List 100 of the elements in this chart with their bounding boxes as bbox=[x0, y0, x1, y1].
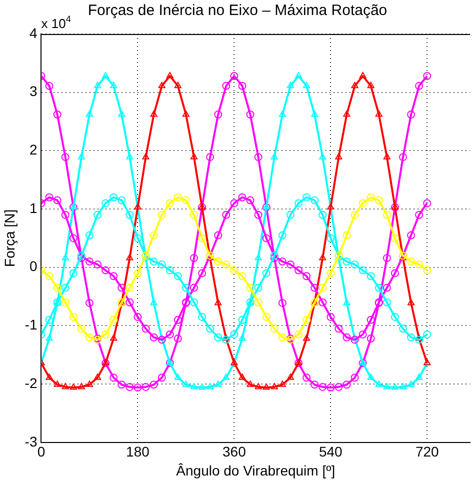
point bbox=[310, 196, 319, 204]
point bbox=[302, 374, 311, 382]
point bbox=[383, 382, 390, 390]
point bbox=[302, 272, 311, 280]
point bbox=[69, 234, 78, 242]
point bbox=[382, 284, 391, 292]
point bbox=[238, 272, 246, 280]
point bbox=[262, 312, 270, 321]
point bbox=[318, 284, 327, 292]
point bbox=[367, 82, 374, 88]
point bbox=[382, 298, 391, 306]
point bbox=[278, 298, 286, 307]
point bbox=[238, 334, 246, 341]
point bbox=[303, 82, 310, 88]
y-tick-label: 3 bbox=[29, 83, 38, 100]
point bbox=[110, 272, 118, 280]
point bbox=[399, 382, 407, 390]
point bbox=[222, 336, 230, 344]
point bbox=[375, 380, 382, 387]
point bbox=[70, 384, 77, 390]
point bbox=[254, 210, 262, 219]
point bbox=[230, 266, 238, 274]
point bbox=[286, 210, 294, 219]
point bbox=[407, 110, 416, 119]
y-tick-label: 2 bbox=[29, 142, 38, 158]
point bbox=[166, 330, 174, 338]
point bbox=[118, 110, 126, 117]
point bbox=[278, 333, 286, 342]
point bbox=[358, 330, 367, 338]
point bbox=[238, 193, 246, 202]
point bbox=[110, 334, 118, 341]
point bbox=[254, 382, 262, 390]
point bbox=[407, 258, 416, 266]
point bbox=[391, 384, 398, 390]
point bbox=[214, 333, 222, 342]
point bbox=[190, 254, 198, 262]
point bbox=[45, 193, 54, 202]
point bbox=[222, 210, 230, 219]
point bbox=[270, 382, 278, 390]
point bbox=[246, 284, 254, 292]
point bbox=[416, 374, 423, 380]
point bbox=[407, 333, 416, 342]
point bbox=[134, 384, 142, 392]
point bbox=[222, 374, 230, 380]
point bbox=[69, 269, 78, 278]
point bbox=[158, 260, 166, 268]
point bbox=[423, 72, 432, 80]
point bbox=[150, 333, 158, 342]
point bbox=[390, 312, 399, 321]
y-tick-label: 1 bbox=[29, 200, 38, 216]
point bbox=[126, 298, 134, 306]
point bbox=[214, 380, 222, 387]
point bbox=[343, 110, 350, 117]
point bbox=[174, 316, 182, 324]
point bbox=[126, 254, 134, 260]
point bbox=[77, 324, 86, 333]
point bbox=[85, 333, 94, 342]
point bbox=[198, 312, 206, 321]
point bbox=[158, 336, 166, 344]
point bbox=[53, 284, 62, 292]
point bbox=[294, 199, 302, 208]
point bbox=[351, 82, 358, 88]
point bbox=[326, 384, 335, 392]
y-tick-label: -1 bbox=[24, 316, 38, 333]
x-tick-label: 360 bbox=[222, 444, 246, 460]
point bbox=[94, 374, 102, 380]
point bbox=[270, 254, 278, 262]
point bbox=[190, 284, 198, 292]
point bbox=[158, 374, 166, 382]
point bbox=[375, 110, 382, 117]
point bbox=[382, 210, 391, 219]
point bbox=[85, 231, 94, 240]
point bbox=[254, 254, 262, 260]
point bbox=[150, 231, 158, 240]
point bbox=[174, 193, 182, 202]
point bbox=[110, 82, 118, 88]
point bbox=[174, 334, 182, 343]
point bbox=[85, 298, 94, 307]
point bbox=[342, 231, 351, 240]
point bbox=[214, 231, 222, 240]
point bbox=[174, 272, 182, 280]
point bbox=[246, 196, 254, 204]
point bbox=[126, 210, 134, 219]
point bbox=[278, 231, 286, 240]
point bbox=[94, 210, 102, 219]
point bbox=[61, 153, 70, 162]
point bbox=[142, 153, 150, 160]
point bbox=[198, 269, 206, 278]
point bbox=[286, 82, 294, 88]
point bbox=[262, 269, 270, 278]
point bbox=[374, 284, 383, 292]
point bbox=[85, 258, 94, 266]
y-tick-label: -2 bbox=[24, 374, 38, 391]
point bbox=[45, 316, 54, 324]
point bbox=[342, 258, 351, 266]
x-tick-label: 540 bbox=[318, 444, 343, 460]
point bbox=[102, 72, 110, 78]
point bbox=[110, 193, 118, 202]
point bbox=[254, 153, 262, 162]
point bbox=[415, 260, 424, 268]
